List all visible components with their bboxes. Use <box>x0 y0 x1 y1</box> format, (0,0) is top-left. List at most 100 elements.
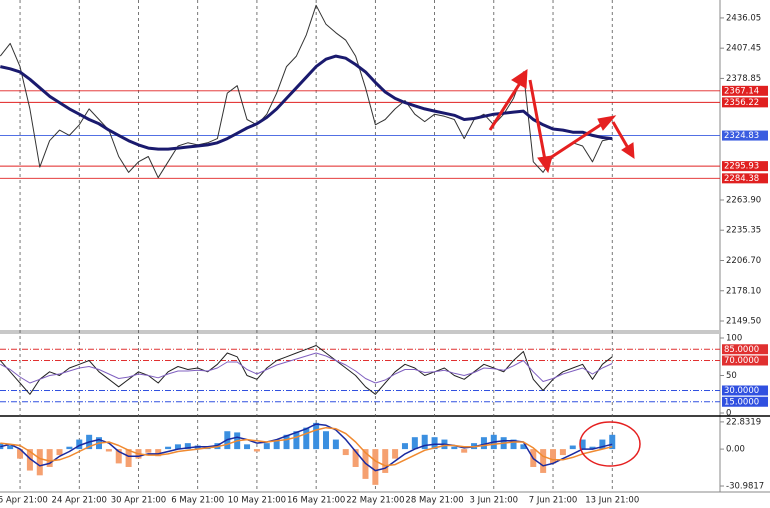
histogram-bar <box>125 449 132 467</box>
series-line <box>0 352 613 384</box>
histogram-bar <box>313 422 320 450</box>
histogram-bar <box>273 439 280 450</box>
histogram-bar <box>392 449 399 459</box>
histogram-bar <box>550 449 557 464</box>
histogram-bar <box>510 439 517 450</box>
histogram-bar <box>7 445 14 450</box>
histogram-bar <box>26 449 33 471</box>
series-line <box>0 4 613 179</box>
level-label: 70.0000 <box>724 356 759 366</box>
histogram-bar <box>480 437 487 450</box>
histogram-bar <box>244 444 251 450</box>
histogram-bar <box>372 449 379 485</box>
x-tick-label: 13 Jun 21:00 <box>585 496 639 506</box>
histogram-bar <box>569 445 576 450</box>
histogram-bar <box>579 439 586 450</box>
histogram-bar <box>253 449 260 452</box>
histogram-bar <box>323 431 330 450</box>
histogram-bar <box>520 444 527 450</box>
x-tick-label: 22 May 21:00 <box>346 496 404 506</box>
x-tick-label: 3 Jun 21:00 <box>470 496 519 506</box>
histogram-bar <box>293 431 300 450</box>
arrow <box>528 79 547 161</box>
x-tick-label: 6 May 21:00 <box>171 496 224 506</box>
histogram-bar <box>303 427 310 450</box>
histogram-bar <box>540 449 547 473</box>
highlight-ellipse <box>579 421 641 467</box>
level-label-box <box>722 161 768 172</box>
histogram-bar <box>421 434 428 450</box>
histogram-bar <box>165 446 172 450</box>
histogram-bar <box>342 449 349 456</box>
level-label: 15.0000 <box>724 397 759 407</box>
series-line <box>0 54 613 151</box>
y-tick-label: 2378.85 <box>726 74 761 84</box>
y-tick-label: 2263.90 <box>726 196 761 206</box>
y-tick-label: 22.8319 <box>726 417 761 427</box>
y-tick-label: 2235.35 <box>726 226 761 236</box>
histogram-bar <box>332 439 339 450</box>
histogram-bar <box>401 443 408 450</box>
histogram-bar <box>559 449 566 456</box>
level-label: 30.0000 <box>724 386 759 396</box>
arrow-head <box>621 142 635 159</box>
y-tick-label: 2178.10 <box>726 286 761 296</box>
arrow-head <box>537 155 553 174</box>
y-tick-label: 0 <box>726 409 731 419</box>
arrow <box>488 79 524 131</box>
histogram-bar <box>105 449 112 452</box>
histogram-bar <box>56 449 63 456</box>
level-label-box <box>722 97 768 108</box>
histogram-bar <box>66 446 73 450</box>
annotations <box>488 69 641 467</box>
x-tick-label: 16 May 21:00 <box>287 496 345 506</box>
y-tick-label: 100 <box>726 334 742 344</box>
x-tick-label: 28 May 21:00 <box>405 496 463 506</box>
y-tick-label: 2407.45 <box>726 44 761 54</box>
panel-separator <box>0 330 720 334</box>
arrow-head <box>597 115 617 131</box>
series-line <box>0 345 613 395</box>
histogram-bar <box>451 446 458 450</box>
histogram-bar <box>145 449 152 453</box>
level-label: 2284.38 <box>724 174 759 184</box>
level-label: 2324.83 <box>724 131 759 141</box>
x-tick-label: 24 Apr 21:00 <box>52 496 107 506</box>
histogram-bar <box>155 449 162 457</box>
y-tick-label: 2149.50 <box>726 317 761 327</box>
histogram-bar <box>283 434 290 450</box>
level-label-box <box>722 85 768 96</box>
arrow <box>549 120 606 160</box>
level-label-box <box>722 173 768 184</box>
histogram-bar <box>589 446 596 450</box>
level-label: 2356.22 <box>724 98 759 108</box>
histogram-bar <box>382 449 389 473</box>
level-label-box <box>722 385 768 396</box>
histogram-bar <box>609 434 616 450</box>
series-line <box>0 426 613 467</box>
histogram-bar <box>431 437 438 450</box>
y-tick-label: 50 <box>726 371 737 381</box>
histogram-bar <box>599 439 606 450</box>
histogram-bar <box>352 449 359 467</box>
level-label-box <box>722 355 768 366</box>
y-tick-label: 2436.05 <box>726 13 761 23</box>
histogram-bar <box>17 449 24 459</box>
y-tick-label: 0.00 <box>726 445 745 455</box>
x-tick-label: 7 Jun 21:00 <box>529 496 578 506</box>
histogram-bar <box>76 439 83 450</box>
level-label: 2367.14 <box>724 86 759 96</box>
level-label: 2295.93 <box>724 162 759 172</box>
x-tick-label: 16 Apr 21:00 <box>0 496 48 506</box>
histogram-bar <box>461 449 468 453</box>
level-label-box <box>722 396 768 407</box>
arrow <box>611 121 630 149</box>
series-line <box>0 423 613 472</box>
x-tick-label: 30 Apr 21:00 <box>111 496 166 506</box>
level-label: 85.0000 <box>724 345 759 355</box>
level-label-box <box>722 130 768 141</box>
x-tick-label: 10 May 21:00 <box>228 496 286 506</box>
y-tick-label: -30.9817 <box>726 482 764 492</box>
